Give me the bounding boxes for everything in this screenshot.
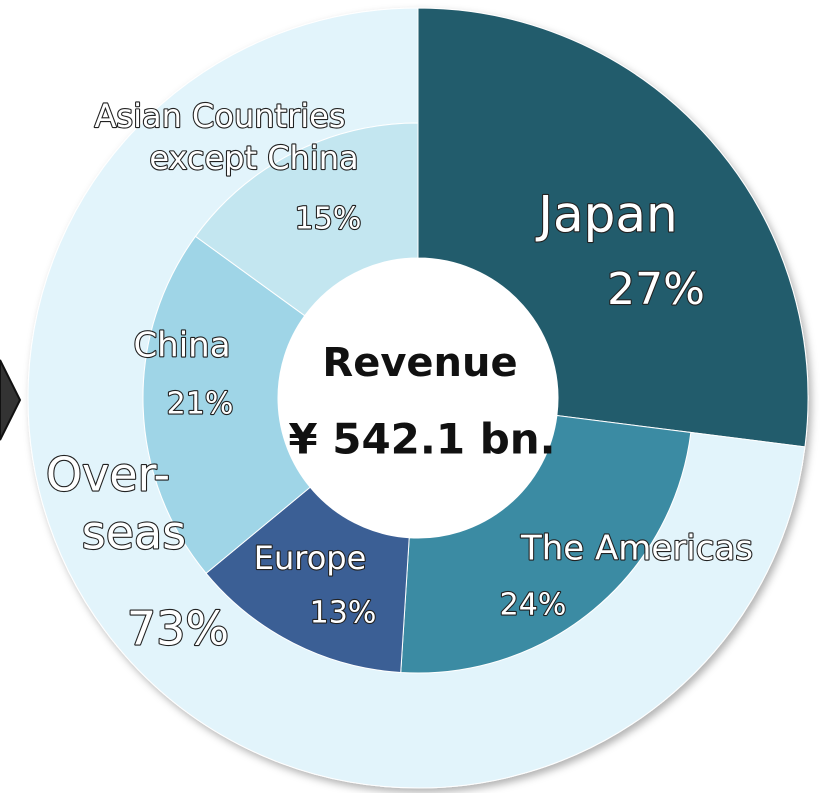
value-label: 27% xyxy=(607,264,705,315)
arrow xyxy=(0,359,22,441)
value-label: 73% xyxy=(127,602,229,656)
slice-label: except China xyxy=(149,139,358,177)
value-label: 24% xyxy=(500,588,567,623)
slice-label: Over- xyxy=(46,448,170,502)
slice-label: seas xyxy=(82,506,186,560)
slice-label: The Americas xyxy=(520,529,753,569)
slice-label: Europe xyxy=(254,539,367,577)
rings xyxy=(27,7,809,789)
slice-label: China xyxy=(133,326,230,366)
value-label: 15% xyxy=(295,202,362,237)
value-label: 21% xyxy=(167,387,234,422)
center-title: Revenue xyxy=(322,340,517,386)
slice-label: Asian Countries xyxy=(95,97,346,135)
slice-label: Japan xyxy=(535,186,677,244)
value-label: 13% xyxy=(310,596,377,631)
center-value: ¥ 542.1 bn. xyxy=(288,415,555,464)
hole xyxy=(278,258,558,538)
